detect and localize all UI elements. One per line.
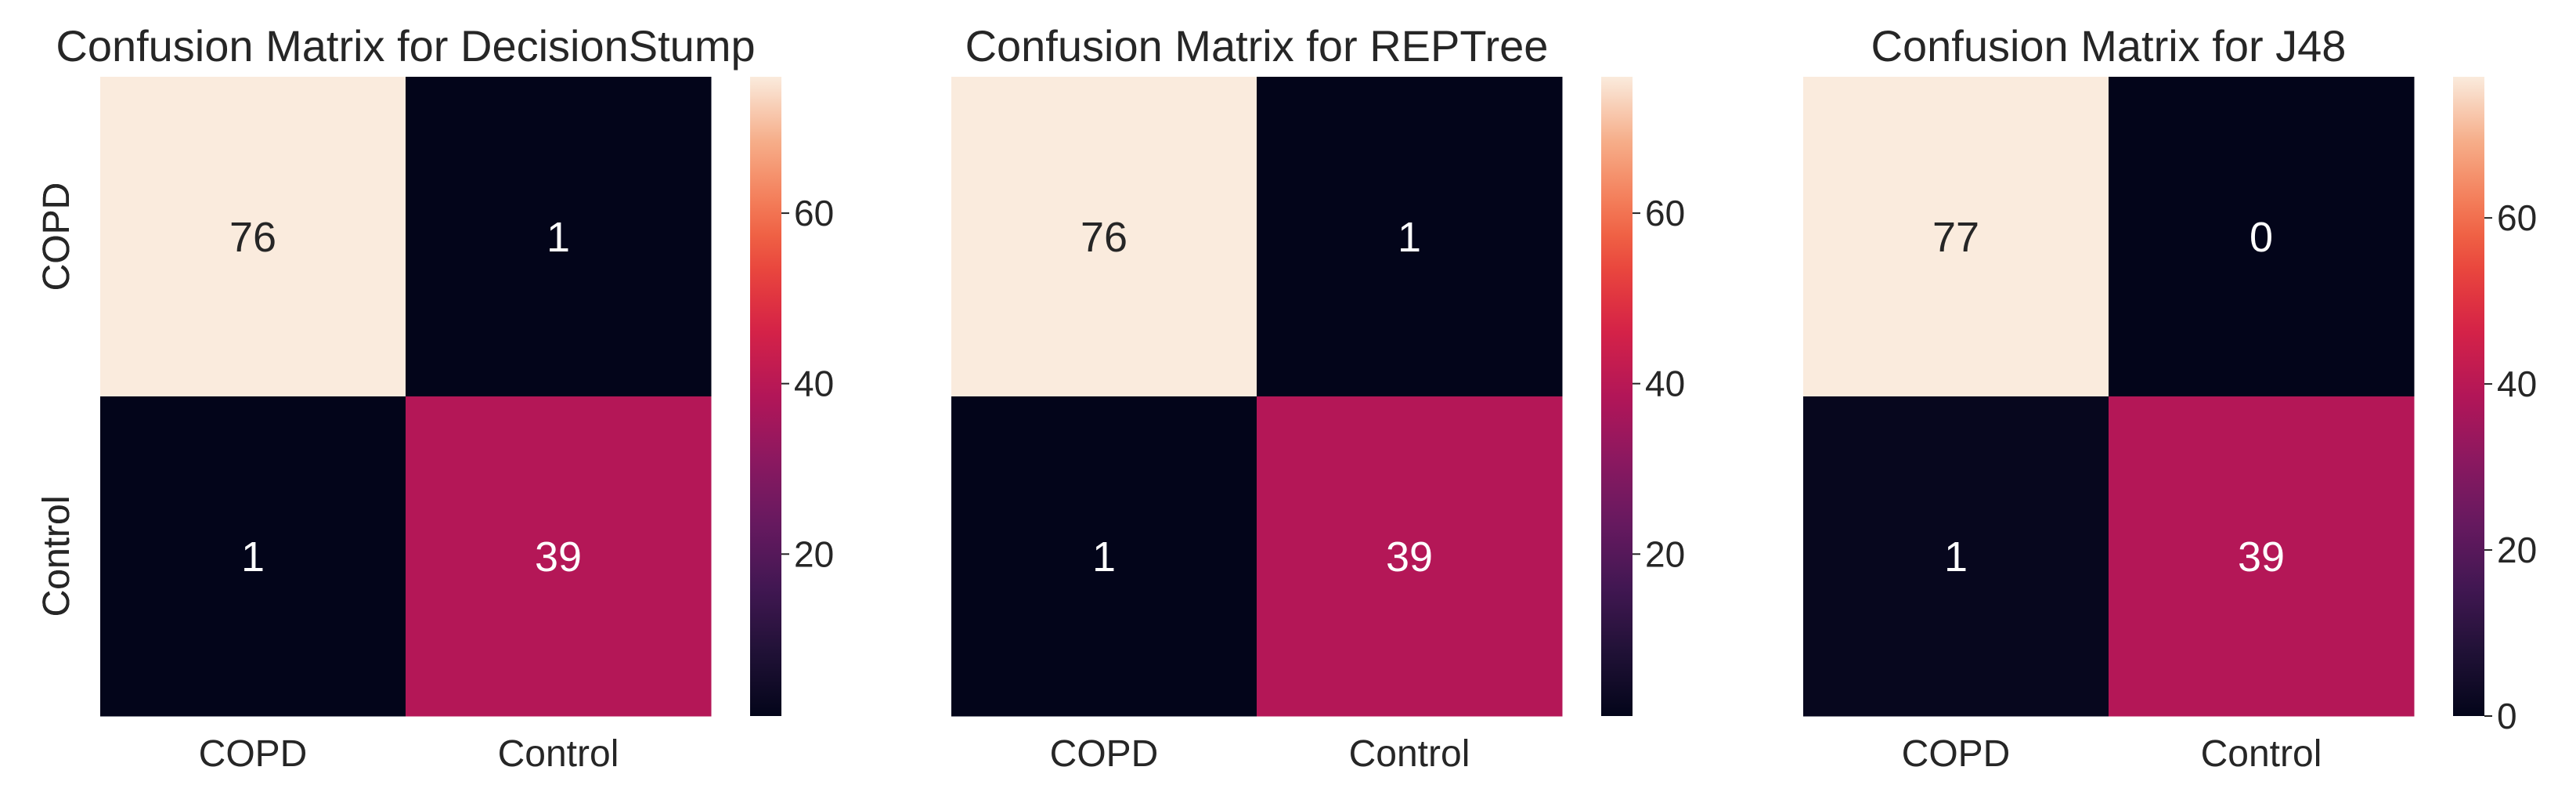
chart-title-1: Confusion Matrix for DecisionStump [56, 21, 755, 71]
y-tick-label: COPD [36, 183, 78, 291]
colorbar [1601, 77, 1633, 716]
heatmap-cell [2109, 396, 2415, 717]
y-tick-label: COPD [36, 183, 78, 291]
heatmap-cell [1257, 396, 1563, 717]
x-tick-label: COPD [199, 733, 308, 775]
chart-title-2: Confusion Matrix for REPTree [965, 21, 1549, 71]
heatmap-cell [406, 77, 712, 397]
x-tick-label: COPD [1902, 733, 2011, 775]
colorbar-tick-label: 60 [794, 193, 834, 233]
x-tick-label: Control [1349, 733, 1470, 775]
colorbar-tick-label: 60 [2497, 197, 2537, 238]
colorbar-tick-label: 40 [794, 364, 834, 404]
cell-value-label: 1 [241, 534, 265, 581]
colorbar-tick-label: 20 [794, 534, 834, 574]
colorbar [2453, 77, 2484, 716]
chart-title-3: Confusion Matrix for J48 [1871, 21, 2347, 71]
y-tick-label: Control [36, 496, 78, 617]
cell-value-label: 1 [1092, 534, 1116, 581]
cell-value-label: 39 [535, 534, 582, 581]
cell-value-label: 1 [1398, 214, 1421, 261]
heatmap-cell [1803, 77, 2109, 397]
y-tick-label: Control [36, 496, 78, 617]
colorbar-tick-label: 40 [1645, 364, 1685, 404]
x-tick-label: Control [2201, 733, 2322, 775]
heatmap-cell [100, 396, 406, 717]
colorbar-tick-label: 60 [1645, 193, 1685, 233]
cell-value-label: 0 [2249, 214, 2273, 261]
cell-value-label: 39 [2238, 534, 2285, 581]
colorbar-tick-label: 20 [2497, 530, 2537, 570]
colorbar-tick-label: 20 [1645, 534, 1685, 574]
cell-value-label: 1 [547, 214, 570, 261]
heatmap-cell [406, 396, 712, 717]
x-tick-label: Control [498, 733, 619, 775]
y-tick-label: COPD [36, 183, 78, 291]
x-tick-label: COPD [1050, 733, 1159, 775]
cell-value-label: 1 [1944, 534, 1968, 581]
colorbar-tick-label: 0 [2497, 696, 2517, 736]
heatmap-cell [2109, 77, 2415, 397]
cell-value-label: 76 [229, 214, 276, 261]
heatmap-cell [1257, 77, 1563, 397]
y-tick-label: Control [36, 496, 78, 617]
colorbar-tick-label: 40 [2497, 364, 2537, 404]
heatmap-cell [951, 396, 1257, 717]
heatmap-cell [100, 77, 406, 397]
heatmap-cell [951, 77, 1257, 397]
cell-value-label: 76 [1081, 214, 1127, 261]
cell-value-label: 77 [1932, 214, 1979, 261]
colorbar [750, 77, 781, 716]
cell-value-label: 39 [1386, 534, 1433, 581]
heatmap-cell [1803, 396, 2109, 717]
